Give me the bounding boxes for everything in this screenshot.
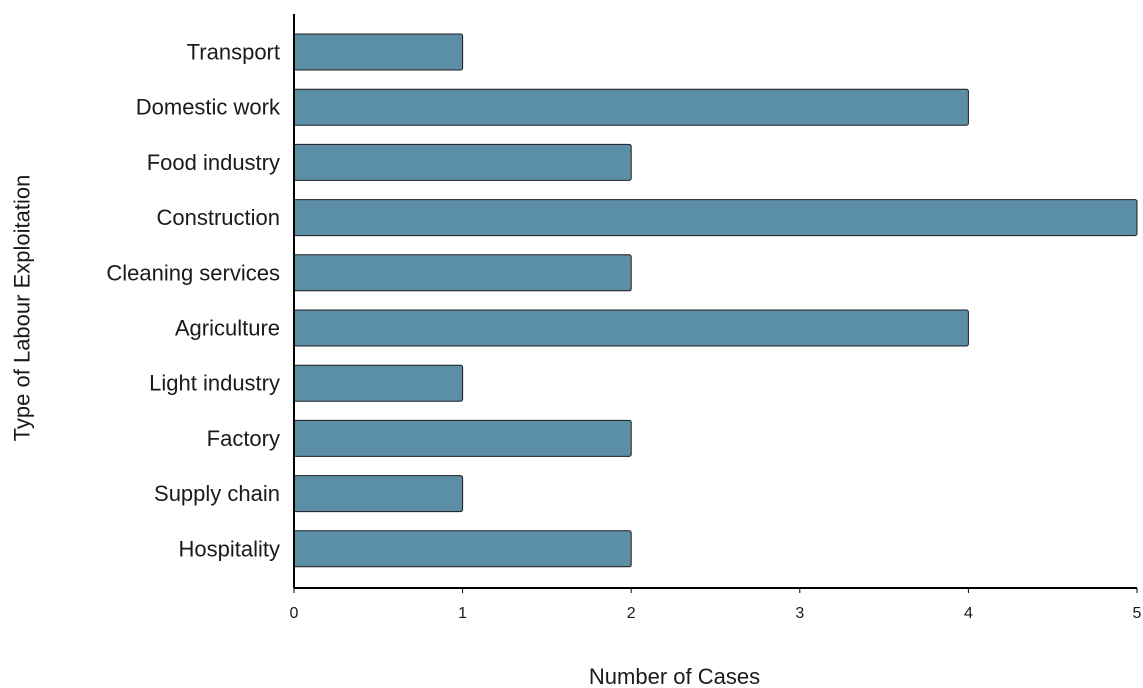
category-label: Domestic work	[136, 95, 281, 120]
x-tick-label: 3	[795, 605, 804, 622]
category-label: Factory	[207, 426, 280, 451]
bar	[293, 254, 632, 292]
bars-group	[293, 33, 1138, 568]
x-tick-label: 1	[458, 605, 467, 622]
x-tick-label: 0	[290, 605, 299, 622]
bar	[293, 33, 464, 71]
category-label: Light industry	[149, 371, 280, 396]
bar	[293, 199, 1138, 237]
category-label: Cleaning services	[106, 260, 280, 285]
bar	[293, 309, 969, 347]
category-label: Construction	[156, 205, 280, 230]
category-label: Transport	[187, 40, 280, 65]
y-axis-title: Type of Labour Exploitation	[10, 175, 35, 442]
bar	[293, 88, 969, 126]
bar	[293, 530, 632, 568]
bar	[293, 364, 464, 402]
x-axis-title: Number of Cases	[589, 664, 760, 688]
category-label: Food industry	[147, 150, 280, 175]
category-label: Supply chain	[154, 481, 280, 506]
x-ticks: 0 1 2 3 4 5	[290, 588, 1142, 622]
x-tick-label: 4	[964, 605, 973, 622]
category-label: Agriculture	[175, 316, 280, 341]
x-tick-label: 5	[1133, 605, 1142, 622]
x-tick-label: 2	[627, 605, 636, 622]
category-labels: Transport Domestic work Food industry Const…	[106, 40, 281, 562]
bar	[293, 143, 632, 181]
bar	[293, 475, 464, 513]
bar	[293, 419, 632, 457]
category-label: Hospitality	[179, 536, 280, 561]
